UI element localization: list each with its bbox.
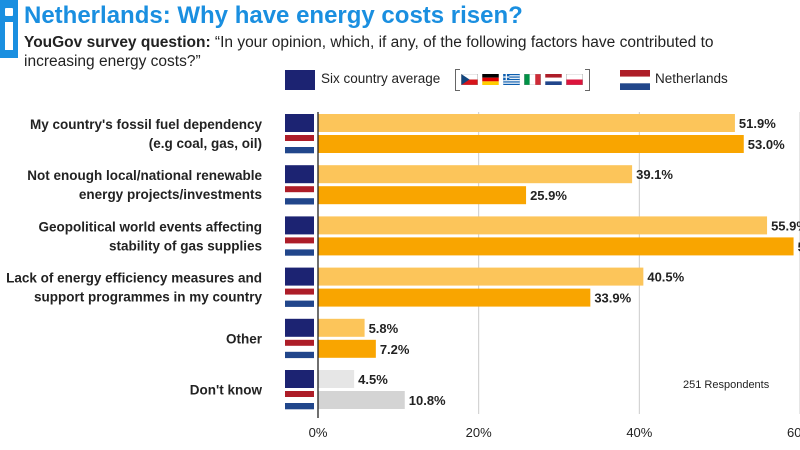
swatch-six-country-4 [285,318,314,337]
respondents-note: 251 Respondents [683,379,770,391]
category-label-3-line-1: support programmes in my country [34,290,263,305]
swatch-netherlands-1 [285,186,314,205]
x-tick-label-60: 60% [787,425,800,440]
czech-flag-icon [461,74,478,85]
swatch-six-country-3 [285,267,314,286]
bar-netherlands-4 [318,339,376,358]
value-label-six-country-0: 51.9% [739,116,776,131]
x-tick-label-40: 40% [626,425,652,440]
bar-six-country-4 [318,318,365,337]
swatch-netherlands-0 [285,135,314,154]
category-label-4-line-0: Other [226,331,263,346]
bar-netherlands-0 [318,135,744,153]
category-label-3-line-0: Lack of energy efficiency measures and [6,271,262,286]
category-label-1-line-0: Not enough local/national renewable [27,168,262,183]
german-flag-icon [482,74,499,85]
swatch-netherlands-5 [285,391,314,410]
swatch-netherlands-3 [285,288,314,307]
value-label-netherlands-4: 7.2% [380,342,410,357]
value-label-six-country-4: 5.8% [369,321,399,336]
dutch-flag-icon [545,74,562,85]
category-label-2-line-1: stability of gas supplies [109,238,262,253]
legend: Six country average Netherl [285,66,785,92]
legend-swatch-netherlands-flag-icon [620,70,650,90]
subtitle-question: “In your opinion, which, if any, of the … [24,34,714,70]
category-label-0-line-1: (e.g coal, gas, oil) [149,136,262,151]
category-label-0-line-0: My country's fossil fuel dependency [30,117,263,132]
polish-flag-icon [566,74,583,85]
legend-label-netherlands: Netherlands [655,71,728,86]
value-label-netherlands-5: 10.8% [409,393,446,408]
chart-title: Netherlands: Why have energy costs risen… [24,2,523,29]
bar-netherlands-1 [318,186,527,205]
italian-flag-icon [524,74,541,85]
category-label-1-line-1: energy projects/investments [79,187,262,202]
x-tick-label-0: 0% [309,425,328,440]
bar-six-country-5 [318,370,355,388]
value-label-six-country-3: 40.5% [647,270,684,285]
info-logo-icon [0,0,18,58]
value-label-six-country-2: 55.9% [771,218,800,233]
legend-swatch-six-country [285,70,315,90]
chart-subtitle: YouGov survey question: “In your opinion… [24,33,764,71]
value-label-netherlands-2: 59.2% [798,239,800,254]
country-flags-group [455,69,590,91]
value-label-netherlands-0: 53.0% [748,137,785,152]
bar-netherlands-3 [318,288,591,307]
swatch-six-country-5 [285,370,314,388]
x-tick-label-20: 20% [466,425,492,440]
bar-six-country-1 [318,165,633,184]
category-label-2-line-0: Geopolitical world events affecting [38,219,262,234]
swatch-six-country-2 [285,216,314,235]
swatch-six-country-1 [285,165,314,184]
swatch-netherlands-2 [285,237,314,256]
bar-six-country-2 [318,216,768,235]
value-label-six-country-1: 39.1% [636,167,673,182]
subtitle-prefix: YouGov survey question: [24,34,211,51]
bar-netherlands-2 [318,237,794,256]
legend-label-six-country: Six country average [321,71,441,86]
swatch-netherlands-4 [285,339,314,359]
swatch-six-country-0 [285,114,314,132]
category-label-5-line-0: Don't know [190,383,263,398]
bar-six-country-0 [318,114,735,132]
greek-flag-icon [503,74,520,85]
value-label-netherlands-3: 33.9% [594,291,631,306]
bar-netherlands-5 [318,391,405,409]
bar-six-country-3 [318,267,644,286]
value-label-netherlands-1: 25.9% [530,188,567,203]
value-label-six-country-5: 4.5% [358,372,388,387]
